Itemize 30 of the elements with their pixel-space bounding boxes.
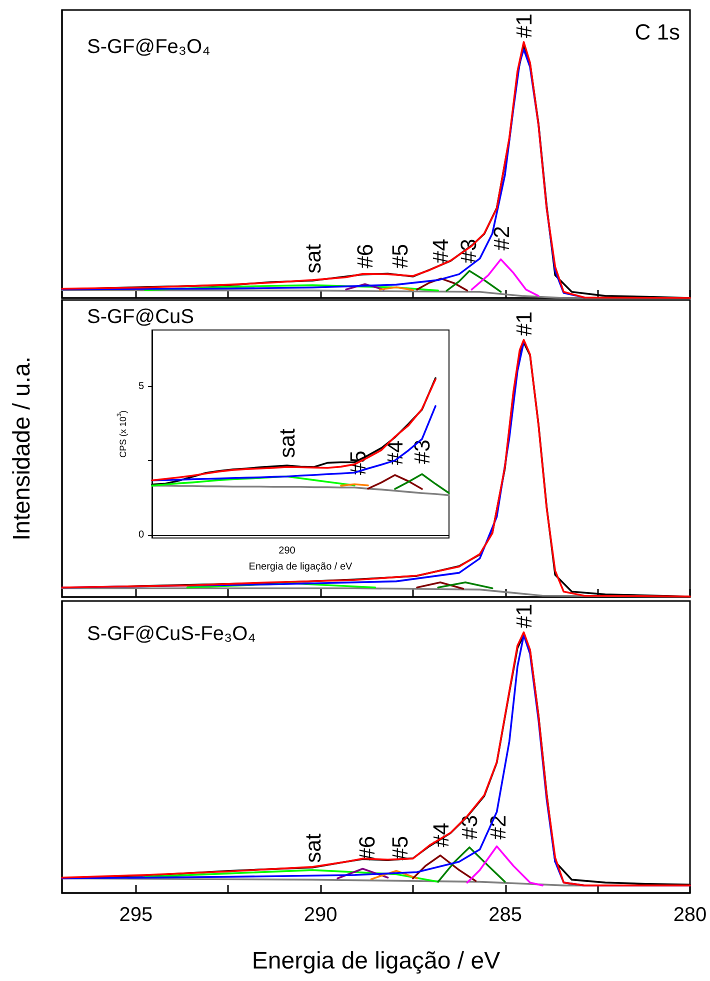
x-tick-label: 290 [304, 904, 338, 926]
chart-title: S-GF@CuS [87, 306, 194, 328]
annotation: #6 [352, 244, 378, 268]
y-axis-title: Intensidade / u.a. [8, 356, 36, 541]
annotation: C 1s [634, 20, 680, 44]
chart-title: S-GF@Fe₃O₄ [87, 36, 210, 58]
y-tick-label: 5 [138, 380, 144, 392]
annotation: #4 [428, 238, 454, 264]
y-tick-label: 0 [138, 530, 144, 541]
annotation: #3 [456, 238, 481, 264]
x-tick-label: 280 [673, 904, 707, 926]
line-series [394, 473, 450, 494]
annotation: sat [300, 834, 326, 863]
x-axis-title: Energia de ligação / eV [248, 562, 353, 572]
chart-title: S-GF@CuS-Fe₃O₄ [87, 623, 256, 645]
x-tick-label: 295 [119, 904, 153, 926]
x-tick-label: 285 [488, 904, 522, 926]
annotation: #1 [511, 311, 536, 336]
annotation: #6 [354, 836, 380, 860]
annotation: #2 [489, 226, 514, 250]
annotation: #1 [511, 14, 536, 38]
annotation: 290 [278, 546, 296, 556]
annotation: #1 [511, 604, 536, 628]
annotation: sat [300, 244, 326, 274]
annotation: sat [274, 428, 300, 458]
annotation: #5 [388, 836, 413, 860]
x-axis-title: Energia de ligação / eV [252, 948, 500, 974]
annotation: #5 [388, 244, 413, 268]
line-series [151, 476, 356, 487]
line-series [367, 474, 423, 490]
